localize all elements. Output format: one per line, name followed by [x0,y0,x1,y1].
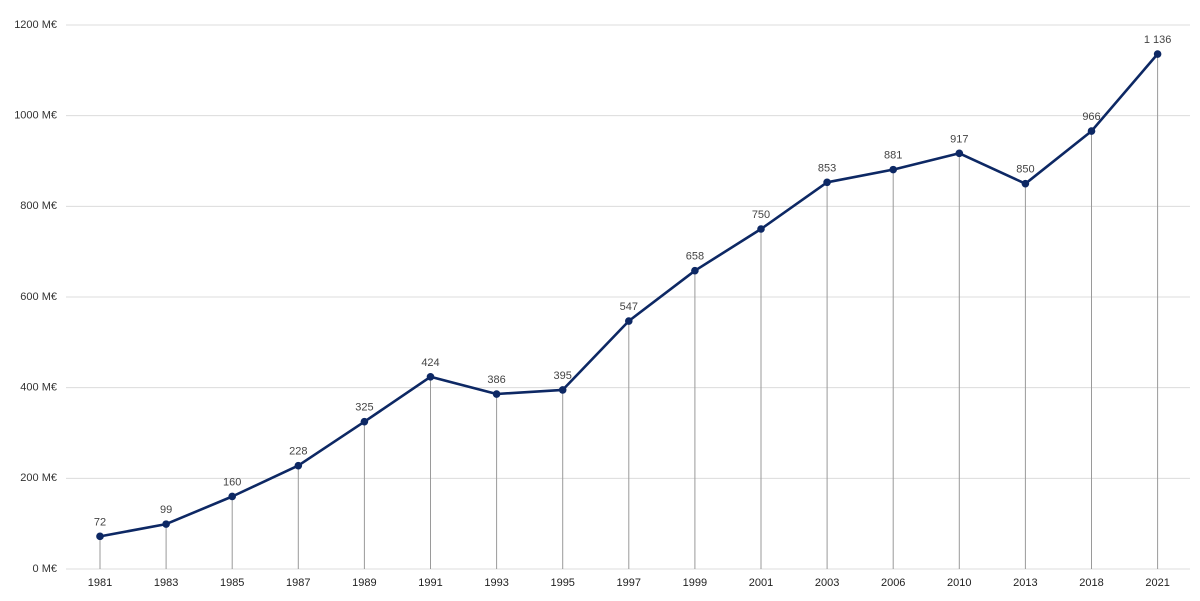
data-point [96,532,104,541]
x-tick-label: 1993 [484,577,508,589]
data-point [426,372,435,381]
data-point [823,178,831,187]
x-axis: 1981 1983 1985 1987 1989 1991 1993 1995 1997 1999… [88,577,1170,589]
data-label: 750 [752,209,770,221]
data-label: 228 [289,446,307,458]
y-tick-label: 400 M€ [20,382,57,394]
data-labels: 72 99 160 228 325 424 386 395 547 658 750 853 881 917… [94,34,1171,528]
data-point [1087,127,1096,135]
data-label: 658 [686,251,704,263]
data-label: 325 [355,402,373,414]
grid-lines [66,24,1190,570]
data-label: 395 [554,370,572,382]
x-tick-label: 1985 [220,577,244,589]
data-point [625,317,633,325]
data-point [691,266,699,275]
x-tick-label: 2013 [1013,577,1037,589]
data-point [955,149,964,158]
data-label: 424 [421,357,439,369]
data-point [757,225,765,233]
x-tick-label: 1987 [286,577,310,589]
data-label: 881 [884,150,902,162]
y-tick-label: 1000 M€ [14,110,57,122]
data-point [228,492,236,501]
y-tick-label: 1200 M€ [14,19,57,31]
x-tick-label: 1991 [418,577,442,589]
x-tick-label: 1995 [550,577,574,589]
x-tick-label: 1981 [88,577,112,589]
data-label: 547 [620,301,638,313]
data-point [360,417,369,426]
y-tick-label: 0 M€ [33,563,57,575]
x-tick-label: 2021 [1145,577,1169,589]
data-point [294,461,303,470]
x-tick-label: 2018 [1079,577,1103,589]
x-tick-label: 1983 [154,577,178,589]
x-tick-label: 2001 [749,577,773,589]
y-axis: 0 M€ 200 M€ 400 M€ 600 M€ 800 M€ 1000 M€ 1200 … [14,19,57,575]
x-tick-label: 2003 [815,577,839,589]
data-label: 853 [818,162,836,174]
series-revenue [96,50,1162,541]
data-label: 386 [487,374,505,386]
data-point [1021,179,1030,188]
x-tick-label: 2010 [947,577,971,589]
data-point [889,165,897,174]
data-point [1153,50,1162,58]
data-label: 160 [223,476,241,488]
data-label: 72 [94,516,106,528]
data-label: 966 [1082,111,1100,123]
data-label: 850 [1016,164,1034,176]
data-label: 99 [160,504,172,516]
y-tick-label: 200 M€ [20,472,57,484]
data-label: 1 136 [1144,34,1172,46]
x-tick-label: 1999 [683,577,707,589]
data-point [492,390,501,398]
x-tick-label: 1997 [617,577,641,589]
y-tick-label: 800 M€ [20,200,57,212]
y-tick-label: 600 M€ [20,291,57,303]
x-tick-label: 1989 [352,577,376,589]
data-label: 917 [950,133,968,145]
x-tick-label: 2006 [881,577,905,589]
drop-lines [99,54,1159,569]
data-point [558,386,567,394]
data-point [162,520,170,528]
